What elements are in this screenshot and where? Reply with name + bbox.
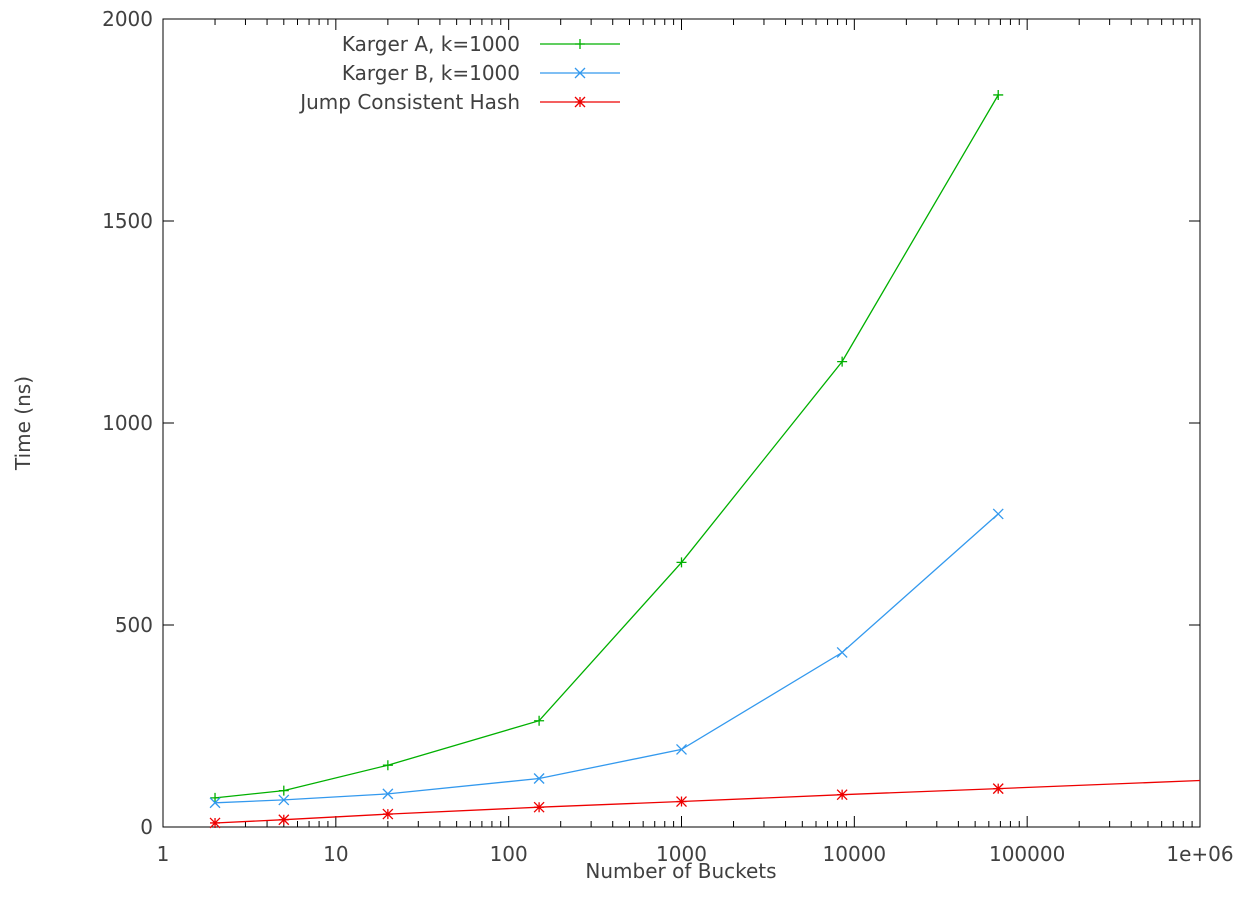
y-tick-label: 2000 xyxy=(102,7,153,31)
data-point xyxy=(676,796,687,808)
x-tick-label: 1e+06 xyxy=(1166,842,1233,866)
series-line xyxy=(214,787,999,824)
x-axis-label: Number of Buckets xyxy=(585,859,776,883)
series xyxy=(209,508,1004,809)
data-point xyxy=(837,356,848,367)
data-point xyxy=(278,794,290,806)
data-point xyxy=(574,67,586,79)
series xyxy=(209,783,1004,829)
data-point xyxy=(836,647,848,658)
data-point xyxy=(382,808,394,820)
series xyxy=(998,779,1201,790)
data-point xyxy=(574,96,586,108)
y-axis: 0 500 1000 1500 2000 xyxy=(102,7,1200,839)
y-tick-label: 1000 xyxy=(102,411,153,435)
x-axis: 1 10 100 1000 10000 100000 1e+06 xyxy=(157,19,1234,866)
x-tick-label: 10000 xyxy=(823,842,887,866)
data-point xyxy=(209,817,221,829)
data-point xyxy=(382,760,393,771)
data-point xyxy=(533,801,545,813)
data-point xyxy=(209,797,221,809)
y-tick-label: 1500 xyxy=(102,209,153,233)
y-tick-label: 500 xyxy=(115,613,153,637)
data-point xyxy=(278,814,290,826)
data-point xyxy=(382,788,394,800)
data-point xyxy=(836,789,848,801)
data-point xyxy=(278,785,289,796)
x-tick-label: 10 xyxy=(323,842,348,866)
x-tick-label: 1000 xyxy=(656,842,707,866)
data-point xyxy=(676,557,687,568)
data-point xyxy=(993,89,1004,100)
x-tick-label: 100000 xyxy=(989,842,1065,866)
plot-frame xyxy=(162,18,1201,828)
series-layer xyxy=(209,89,1201,829)
legend-label: Karger A, k=1000 xyxy=(342,32,520,56)
legend-label: Karger B, k=1000 xyxy=(342,61,520,85)
legend: Karger A, k=1000 Karger B, k=1000 Jump Con… xyxy=(298,32,620,114)
x-tick-label: 100 xyxy=(490,842,528,866)
series-line xyxy=(214,513,999,804)
series-line xyxy=(214,94,999,799)
series xyxy=(210,89,1004,803)
y-tick-label: 0 xyxy=(140,815,153,839)
data-point xyxy=(575,39,585,49)
data-point xyxy=(210,792,221,803)
series-line xyxy=(998,779,1201,790)
data-point xyxy=(676,743,687,755)
data-point xyxy=(534,715,545,726)
y-axis-label: Time (ns) xyxy=(11,376,35,471)
data-point xyxy=(992,508,1004,520)
legend-label: Jump Consistent Hash xyxy=(298,90,520,114)
x-tick-label: 1 xyxy=(157,842,170,866)
data-point xyxy=(533,773,545,784)
